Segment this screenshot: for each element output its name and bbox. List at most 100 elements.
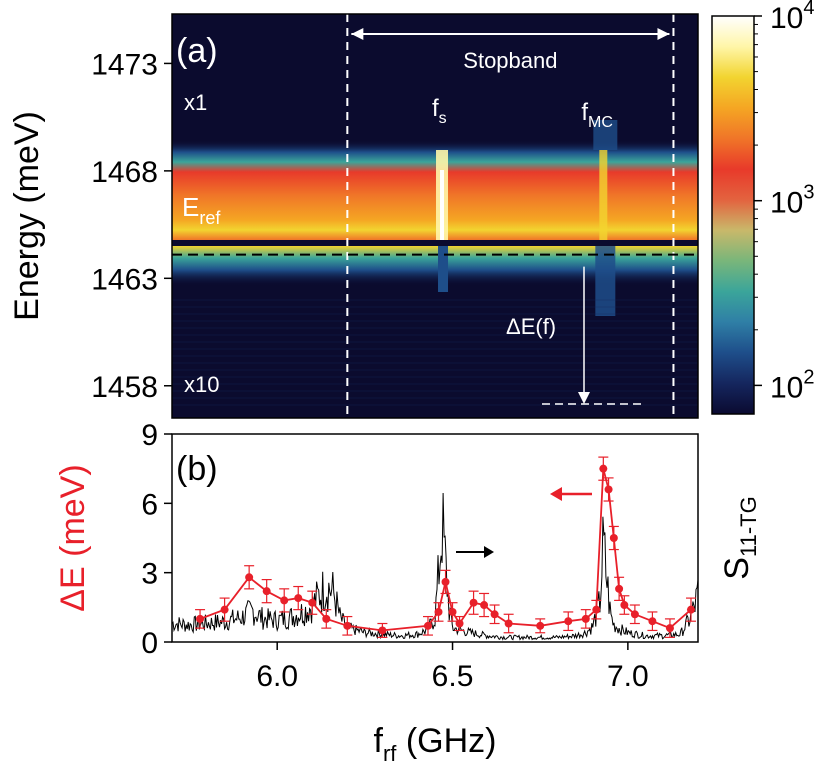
fmc-upper-feature bbox=[593, 120, 618, 150]
delta-e-point bbox=[604, 485, 613, 494]
delta-e-point bbox=[609, 534, 618, 542]
colorbar-tick-exponent: 3 bbox=[803, 182, 814, 204]
delta-e-point bbox=[378, 626, 387, 635]
fmc-streak bbox=[599, 150, 608, 240]
fs-peak bbox=[440, 170, 445, 240]
scale-x1-label: x1 bbox=[184, 90, 207, 115]
panel-a-y-axis-label: Energy (meV) bbox=[8, 111, 46, 321]
panel-b-frame bbox=[171, 433, 699, 643]
delta-e-point bbox=[455, 619, 464, 628]
colorbar-tick-base: 10 bbox=[770, 371, 803, 404]
eref-label: Eref bbox=[182, 192, 221, 228]
s11-sub: 11-TG bbox=[736, 496, 761, 557]
fmc-lower-feature bbox=[595, 246, 616, 316]
stopband-label: Stopband bbox=[463, 48, 557, 73]
colorbar-tick-label: 103 bbox=[770, 182, 815, 220]
delta-e-point bbox=[423, 621, 432, 630]
delta-e-point bbox=[536, 621, 545, 630]
fs-sub: s bbox=[439, 110, 447, 127]
s11-main: S bbox=[718, 557, 756, 580]
colorbar-tick-exponent: 2 bbox=[803, 366, 814, 388]
panel-a-y-tick-label: 1458 bbox=[91, 371, 158, 404]
panel-b-x-tick-label: 6.5 bbox=[432, 660, 474, 693]
delta-e-point bbox=[564, 617, 573, 626]
delta-e-point bbox=[620, 601, 629, 610]
stopband-right-arrow-icon bbox=[657, 28, 670, 40]
panel-a-label: (a) bbox=[176, 32, 218, 70]
delta-e-point bbox=[592, 605, 601, 614]
panel-b-axes: 6.0 6.5 7.0 0 3 6 9 bbox=[141, 419, 648, 693]
delta-e-point bbox=[245, 573, 254, 582]
delta-e-point bbox=[322, 614, 331, 623]
panel-b-x-tick-label: 6.0 bbox=[256, 660, 298, 693]
delta-e-point bbox=[220, 605, 229, 614]
fmc-main: f bbox=[581, 99, 588, 126]
delta-e-point bbox=[630, 610, 639, 619]
xlabel-sub: rf bbox=[383, 741, 397, 766]
panel-a-y-tick-label: 1468 bbox=[91, 156, 158, 189]
fs-label: fs bbox=[432, 95, 447, 127]
panel-b-y-tick-label: 6 bbox=[141, 488, 158, 521]
colorbar-frame bbox=[711, 15, 755, 415]
panel-a-y-axis: 1473 1468 1463 1458 bbox=[91, 48, 172, 404]
panel-a-frame bbox=[171, 13, 699, 419]
panel-b-x-axis-label: frf (GHz) bbox=[374, 722, 497, 766]
fmc-sub: MC bbox=[588, 114, 613, 131]
panel-a-y-tick-label: 1463 bbox=[91, 263, 158, 296]
delta-e-point bbox=[599, 464, 608, 473]
heatmap-features bbox=[172, 14, 698, 418]
heatmap-artwork bbox=[172, 140, 698, 286]
delta-e-point bbox=[504, 619, 513, 628]
delta-e-point bbox=[448, 607, 457, 616]
panel-b-y-tick-label: 0 bbox=[141, 627, 158, 660]
colorbar-tick-label: 104 bbox=[770, 0, 815, 35]
xlabel-main: f bbox=[374, 722, 384, 760]
stopband-left-arrow-icon bbox=[351, 28, 364, 40]
xlabel-rest: (GHz) bbox=[396, 722, 496, 760]
eref-main: E bbox=[182, 192, 199, 222]
delta-e-point bbox=[615, 584, 624, 593]
delta-e-point bbox=[490, 610, 499, 619]
delta-e-point bbox=[294, 594, 303, 603]
delta-e-arrow-icon bbox=[578, 392, 590, 404]
fs-lower-feature bbox=[438, 246, 449, 292]
delta-e-point bbox=[469, 598, 478, 607]
delta-e-point bbox=[308, 598, 317, 607]
panel-b-plot bbox=[172, 456, 698, 641]
fmc-label: fMC bbox=[581, 99, 613, 131]
delta-e-point bbox=[480, 601, 489, 610]
lower-emission-band bbox=[172, 246, 698, 286]
colorbar-fill bbox=[712, 16, 754, 414]
colorbar-tick-exponent: 4 bbox=[803, 0, 814, 19]
panel-b-x-tick-label: 7.0 bbox=[607, 660, 649, 693]
left-arrow-icon bbox=[550, 487, 562, 501]
scale-x10-label: x10 bbox=[184, 372, 219, 397]
delta-e-point bbox=[280, 596, 289, 605]
delta-e-point bbox=[343, 621, 352, 630]
panel-b: 6.0 6.5 7.0 0 3 6 9 (b) ΔE (meV) S11-TG frf (G… bbox=[54, 419, 761, 766]
panel-b-label: (b) bbox=[176, 450, 218, 488]
colorbar-tick-base: 10 bbox=[770, 187, 803, 220]
delta-e-point bbox=[686, 605, 695, 614]
panel-a-y-tick-label: 1473 bbox=[91, 48, 158, 81]
delta-e-point bbox=[434, 607, 443, 616]
delta-e-point bbox=[665, 624, 674, 633]
delta-e-point bbox=[581, 614, 590, 623]
delta-e-point bbox=[648, 617, 657, 626]
right-arrow-icon bbox=[484, 546, 494, 558]
panel-b-left-axis-label: ΔE (meV) bbox=[54, 464, 92, 611]
colorbar-tick-label: 102 bbox=[770, 366, 815, 404]
delta-e-label: ΔE(f) bbox=[506, 314, 556, 339]
s11-trace bbox=[172, 492, 698, 641]
panel-b-right-axis-label: S11-TG bbox=[718, 496, 761, 579]
colorbar-tick-base: 10 bbox=[770, 2, 803, 35]
panel-b-y-tick-label: 9 bbox=[141, 419, 158, 452]
delta-e-point bbox=[196, 614, 205, 623]
delta-e-point bbox=[441, 577, 450, 586]
eref-sub: ref bbox=[199, 208, 221, 228]
delta-e-point bbox=[262, 587, 271, 596]
